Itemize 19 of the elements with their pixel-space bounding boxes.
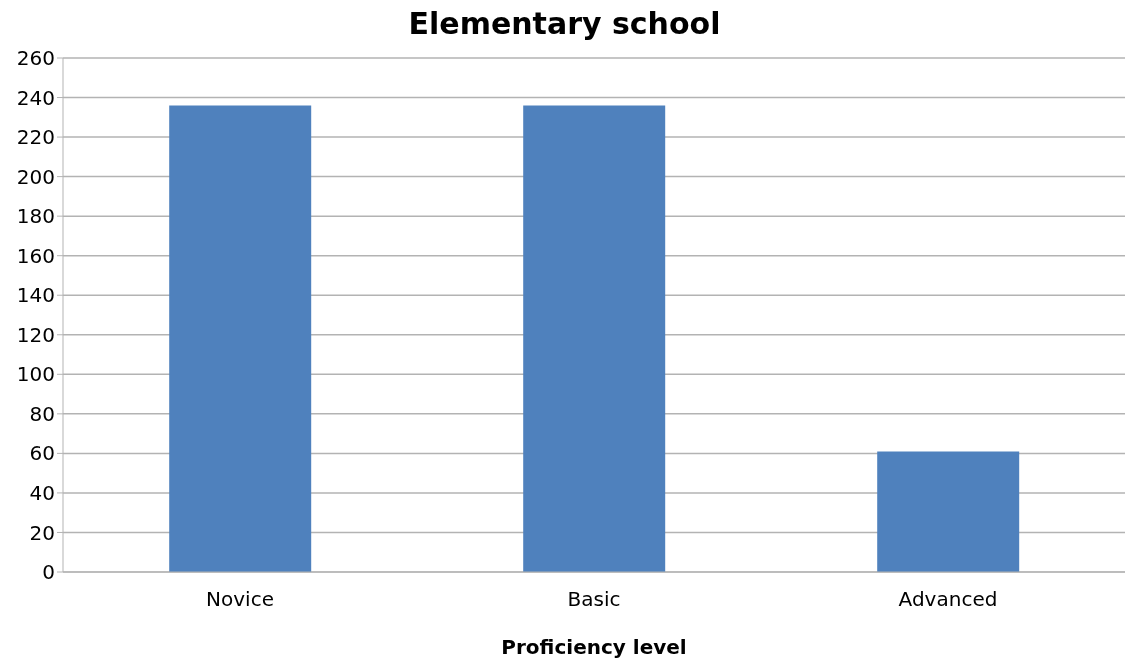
x-tick-label: Novice	[206, 587, 274, 612]
x-tick-label: Basic	[567, 587, 621, 612]
x-tick-label: Advanced	[898, 587, 998, 612]
y-tick-label: 60	[29, 441, 55, 466]
y-tick-label: 200	[16, 164, 55, 189]
y-tick-label: 260	[16, 46, 55, 71]
y-tick-label: 40	[29, 481, 55, 506]
y-tick-label: 80	[29, 401, 55, 426]
y-tick-label: 240	[16, 85, 55, 110]
y-tick-label: 180	[16, 204, 55, 229]
y-tick-label: 160	[16, 243, 55, 268]
y-tick-label: 20	[29, 520, 55, 545]
y-tick-label: 220	[16, 125, 55, 150]
x-axis-title: Proficiency level	[501, 635, 687, 659]
y-tick-label: 140	[16, 283, 55, 308]
chart-title: Elementary school	[407, 6, 722, 41]
y-tick-label: 120	[16, 322, 55, 347]
y-tick-label: 0	[42, 560, 55, 585]
y-tick-label: 100	[16, 362, 55, 387]
